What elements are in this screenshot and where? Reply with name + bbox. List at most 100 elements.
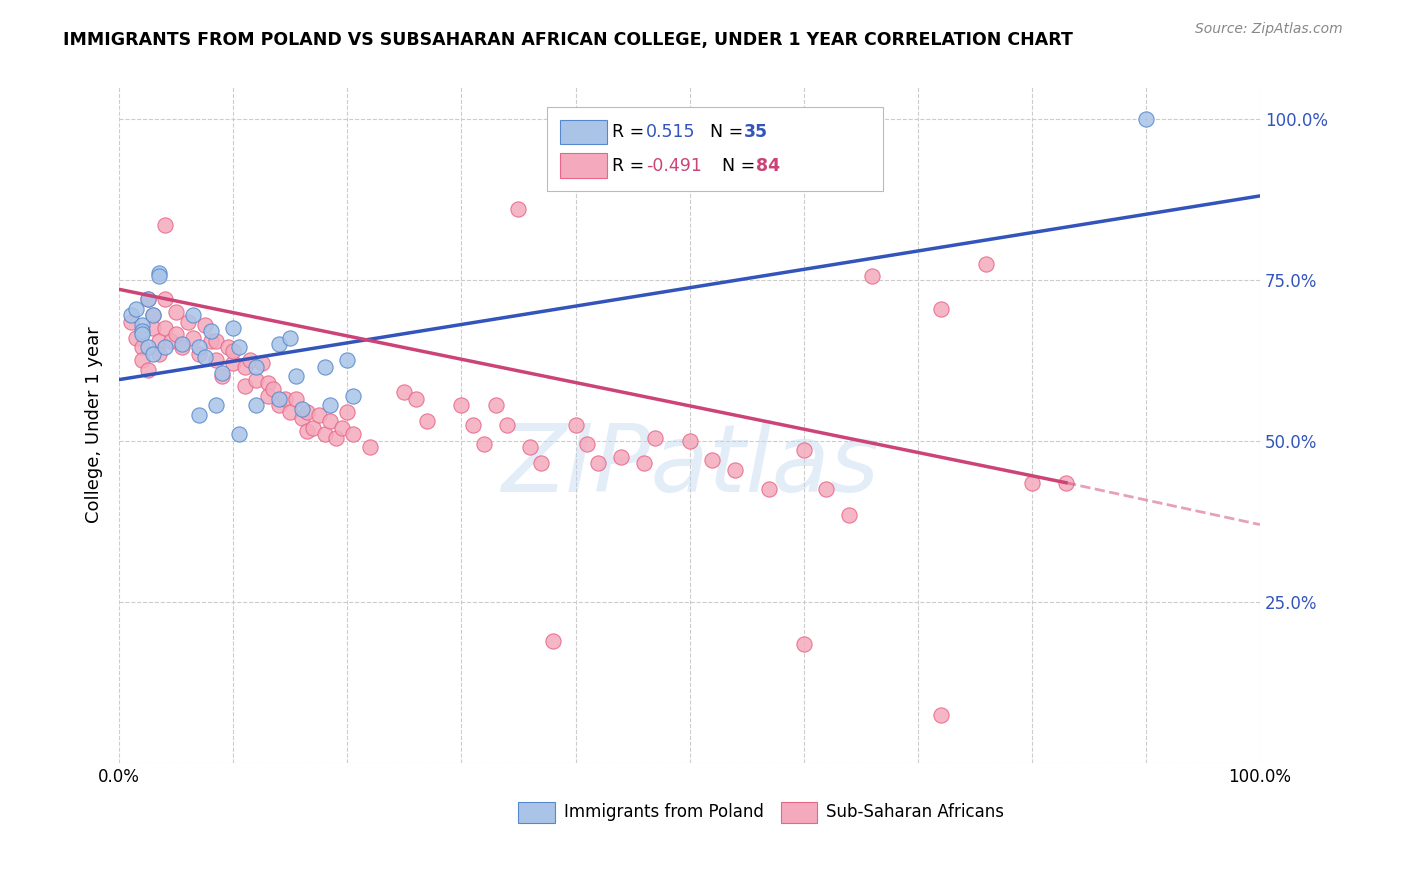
Point	[793, 443, 815, 458]
Text: 35: 35	[744, 123, 769, 141]
Point	[314, 359, 336, 374]
Point	[405, 392, 427, 406]
Point	[291, 411, 314, 425]
Point	[228, 427, 250, 442]
Point	[519, 440, 541, 454]
Y-axis label: College, Under 1 year: College, Under 1 year	[86, 326, 103, 523]
Point	[131, 353, 153, 368]
Point	[359, 440, 381, 454]
Point	[929, 707, 952, 722]
Point	[508, 202, 530, 216]
Point	[131, 327, 153, 342]
Point	[273, 392, 295, 406]
Point	[188, 340, 211, 354]
Point	[148, 334, 170, 348]
Point	[148, 347, 170, 361]
Point	[136, 363, 159, 377]
Point	[222, 321, 245, 335]
Point	[314, 427, 336, 442]
Point	[319, 415, 342, 429]
Point	[610, 450, 633, 464]
Text: Source: ZipAtlas.com: Source: ZipAtlas.com	[1195, 22, 1343, 37]
Point	[319, 398, 342, 412]
Point	[188, 408, 211, 422]
FancyBboxPatch shape	[560, 120, 607, 144]
Point	[267, 337, 290, 351]
Point	[588, 456, 610, 470]
Point	[153, 321, 176, 335]
Point	[793, 637, 815, 651]
Point	[142, 308, 165, 322]
Point	[342, 389, 364, 403]
Point	[217, 340, 239, 354]
Point	[1021, 475, 1043, 490]
Point	[131, 324, 153, 338]
Point	[758, 482, 780, 496]
Point	[148, 269, 170, 284]
Point	[205, 334, 228, 348]
Point	[838, 508, 860, 522]
Point	[256, 389, 278, 403]
Point	[633, 456, 655, 470]
Point	[131, 318, 153, 332]
Point	[177, 315, 200, 329]
Point	[120, 315, 142, 329]
Point	[1054, 475, 1077, 490]
Point	[496, 417, 519, 432]
Point	[136, 292, 159, 306]
Point	[170, 340, 193, 354]
Point	[165, 305, 187, 319]
Point	[142, 308, 165, 322]
Point	[974, 256, 997, 270]
Point	[170, 337, 193, 351]
Point	[450, 398, 472, 412]
Point	[280, 405, 302, 419]
Text: IMMIGRANTS FROM POLAND VS SUBSAHARAN AFRICAN COLLEGE, UNDER 1 YEAR CORRELATION C: IMMIGRANTS FROM POLAND VS SUBSAHARAN AFR…	[63, 31, 1073, 49]
Point	[228, 340, 250, 354]
Point	[153, 218, 176, 232]
Point	[233, 379, 256, 393]
Point	[815, 482, 838, 496]
FancyBboxPatch shape	[547, 107, 883, 191]
Point	[541, 633, 564, 648]
Point	[342, 427, 364, 442]
Point	[330, 421, 353, 435]
Point	[131, 340, 153, 354]
Point	[336, 353, 359, 368]
Point	[267, 392, 290, 406]
Point	[280, 331, 302, 345]
Point	[702, 453, 724, 467]
Point	[416, 415, 439, 429]
Point	[485, 398, 508, 412]
Point	[153, 292, 176, 306]
Text: -0.491: -0.491	[647, 156, 702, 175]
Point	[530, 456, 553, 470]
Text: 84: 84	[756, 156, 780, 175]
Point	[394, 385, 416, 400]
Point	[325, 431, 347, 445]
Point	[136, 292, 159, 306]
Point	[297, 405, 319, 419]
Point	[136, 340, 159, 354]
Point	[336, 405, 359, 419]
Point	[211, 366, 233, 380]
Point	[148, 266, 170, 280]
Point	[724, 463, 747, 477]
Point	[297, 424, 319, 438]
Point	[194, 350, 217, 364]
Point	[575, 437, 598, 451]
Point	[211, 369, 233, 384]
Point	[644, 431, 666, 445]
Point	[267, 398, 290, 412]
Point	[222, 343, 245, 358]
Point	[200, 324, 222, 338]
Point	[153, 340, 176, 354]
Point	[159, 334, 181, 348]
Point	[188, 347, 211, 361]
Point	[245, 398, 267, 412]
Point	[308, 408, 330, 422]
Text: ZIPatlas: ZIPatlas	[501, 420, 879, 511]
FancyBboxPatch shape	[560, 153, 607, 178]
Bar	[519, 802, 555, 822]
Point	[142, 321, 165, 335]
